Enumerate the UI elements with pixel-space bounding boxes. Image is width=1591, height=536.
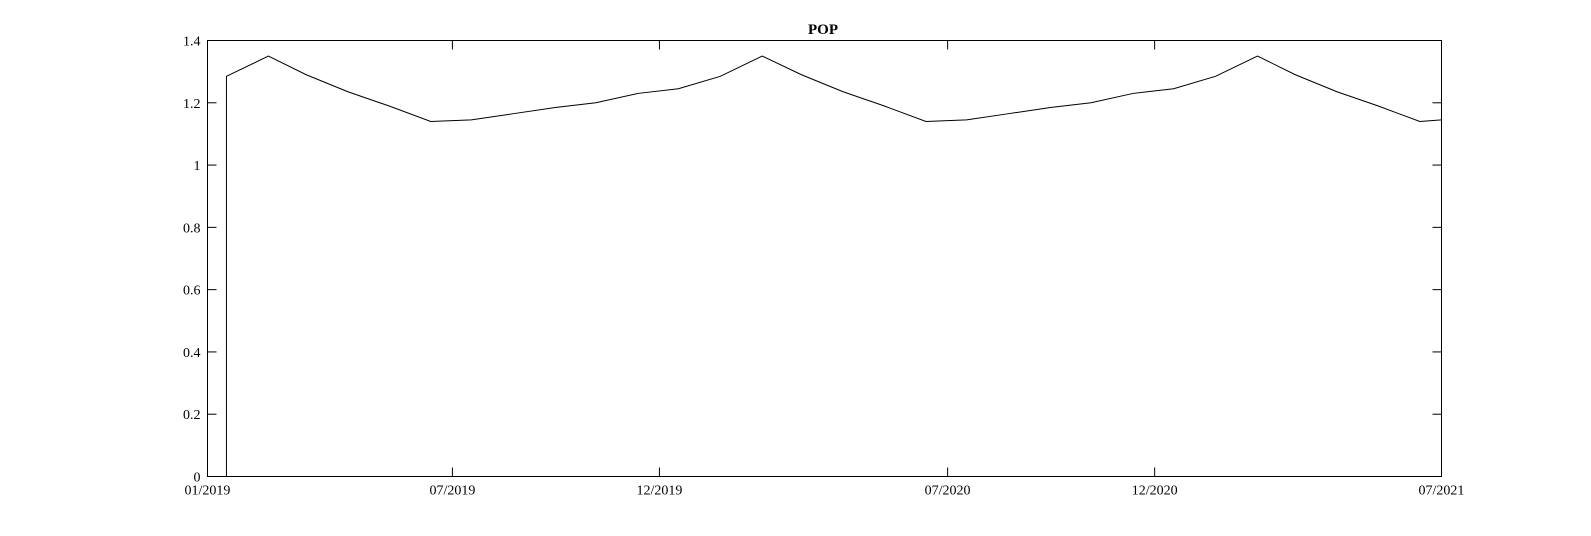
x-axis: 01/2019 07/2019 12/2019 07/2020 12/2020 07/20… (185, 40, 1465, 499)
y-tick-label: 1.2 (183, 97, 201, 112)
y-axis: 0 0.2 0.4 0.6 0.8 1 1.2 1.4 (183, 35, 1442, 486)
y-tick-label: 0.2 (183, 408, 201, 423)
x-tick-label: 12/2020 (1132, 484, 1178, 499)
x-tick-label: 07/2019 (429, 484, 475, 499)
series-line (207, 55, 1442, 477)
plot-area (207, 40, 1442, 477)
x-tick-label: 01/2019 (185, 484, 231, 499)
y-tick-label: 1.4 (183, 35, 201, 50)
y-tick-label: 0.8 (183, 221, 201, 236)
y-tick-label: 0 (194, 471, 201, 486)
series-layer (207, 55, 1442, 477)
y-tick-label: 0.6 (183, 284, 201, 299)
x-tick-label: 12/2019 (636, 484, 682, 499)
x-tick-label: 07/2020 (925, 484, 971, 499)
x-tick-label: 07/2021 (1419, 484, 1465, 499)
y-tick-label: 0.4 (183, 346, 201, 361)
chart-title: POP (808, 22, 838, 38)
y-tick-label: 1 (194, 159, 201, 174)
